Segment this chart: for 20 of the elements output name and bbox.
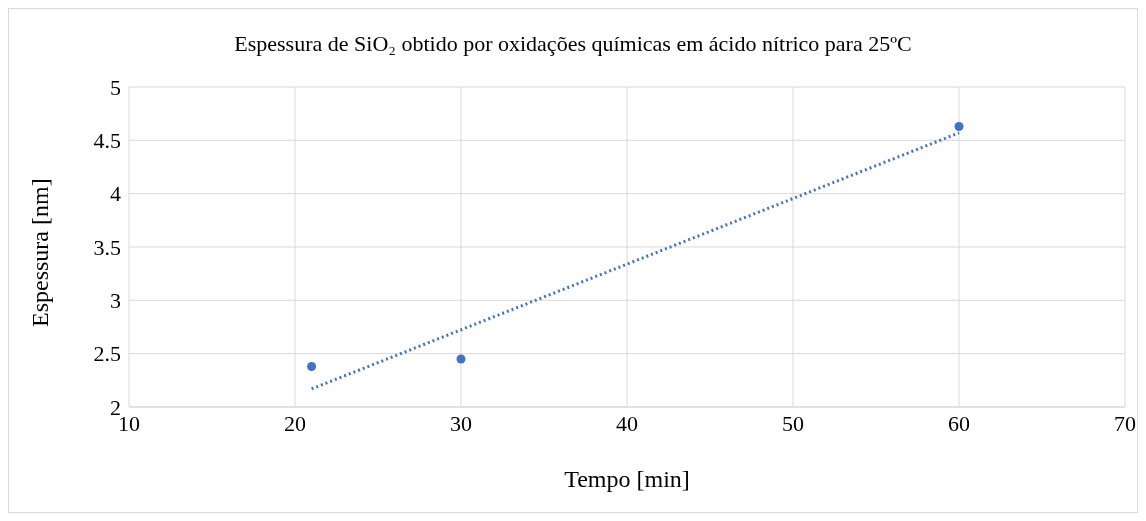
x-tick-label: 20 [284, 410, 306, 436]
x-tick-label: 50 [782, 410, 804, 436]
x-tick-label: 40 [616, 410, 638, 436]
point [456, 354, 466, 364]
y-tick-label: 5 [110, 74, 121, 100]
point [307, 361, 317, 371]
y-tick-label: 3 [110, 288, 121, 314]
x-tick-label: 60 [948, 410, 970, 436]
x-tick-label: 10 [118, 410, 140, 436]
y-tick-label: 2.5 [93, 341, 121, 367]
x-tick-label: 70 [1114, 410, 1136, 436]
x-tick-label: 30 [450, 410, 472, 436]
chart-title: Espessura de SiO₂ obtido por oxidações químicas em ácido nítrico para 25ºC [233, 31, 913, 58]
y-axis-title: Espessura [nm] [26, 178, 53, 327]
point [954, 121, 964, 131]
x-axis-title: Tempo [min] [564, 466, 690, 492]
y-tick-label: 4.5 [93, 128, 121, 154]
y-tick-label: 3.5 [93, 234, 121, 260]
y-tick-label: 2 [110, 394, 121, 420]
y-tick-label: 4 [110, 181, 121, 207]
